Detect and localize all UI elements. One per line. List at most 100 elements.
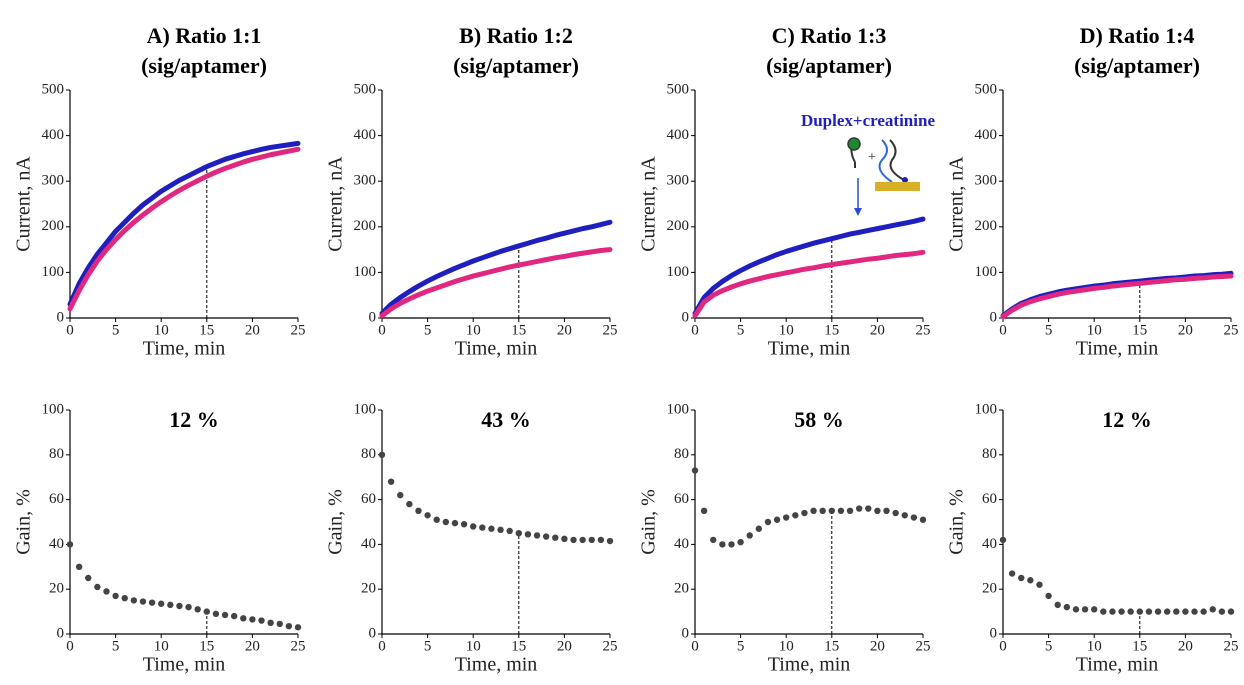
x-tick-label: 25 xyxy=(1224,322,1239,338)
x-tick-label: 25 xyxy=(603,638,618,654)
data-point xyxy=(746,532,753,539)
data-point xyxy=(203,608,210,615)
data-point xyxy=(470,523,477,530)
y-tick-label: 300 xyxy=(354,173,377,189)
data-point xyxy=(167,601,174,609)
y-tick-label: 20 xyxy=(674,581,689,597)
x-tick-label: 25 xyxy=(291,322,306,338)
data-point xyxy=(515,530,522,537)
panel-subtitle: (sig/aptamer) xyxy=(141,53,267,78)
series-line xyxy=(1000,273,1234,320)
data-point xyxy=(112,592,119,600)
y-axis-label: Current, nA xyxy=(325,156,347,252)
x-tick-label: 25 xyxy=(1224,638,1239,654)
series-line xyxy=(67,140,301,307)
data-point xyxy=(1218,608,1226,615)
y-tick-label: 300 xyxy=(42,173,65,189)
data-point xyxy=(1045,592,1052,600)
x-tick-label: 25 xyxy=(916,322,931,338)
duplex-icon: + xyxy=(847,137,920,216)
y-tick-label: 400 xyxy=(42,127,65,143)
data-point xyxy=(1163,608,1171,615)
x-axis-label: Time, min xyxy=(455,654,538,676)
data-point xyxy=(999,536,1007,544)
x-tick-label: 0 xyxy=(999,322,1007,338)
data-point xyxy=(221,611,229,619)
x-tick-label: 10 xyxy=(1087,322,1102,338)
data-point xyxy=(1008,570,1016,577)
y-tick-label: 200 xyxy=(975,218,998,234)
y-tick-label: 0 xyxy=(57,309,65,325)
series-line xyxy=(692,216,926,316)
data-point xyxy=(524,531,532,538)
data-point xyxy=(764,518,772,526)
series-line xyxy=(67,146,301,312)
y-axis-label: Current, nA xyxy=(638,156,660,252)
x-axis-label: Time, min xyxy=(143,338,226,360)
data-point xyxy=(451,519,459,527)
panel-subtitle: (sig/aptamer) xyxy=(453,53,579,78)
y-tick-label: 100 xyxy=(667,264,690,280)
data-point xyxy=(1227,608,1235,615)
x-tick-label: 0 xyxy=(66,638,74,654)
x-tick-label: 5 xyxy=(1045,322,1053,338)
y-tick-label: 0 xyxy=(990,625,998,641)
data-point xyxy=(158,600,165,607)
x-tick-label: 10 xyxy=(779,322,794,338)
data-point xyxy=(1145,608,1153,615)
y-tick-label: 100 xyxy=(975,401,998,417)
x-tick-label: 5 xyxy=(112,322,120,338)
x-tick-label: 0 xyxy=(691,322,699,338)
x-tick-label: 0 xyxy=(66,322,74,338)
data-point xyxy=(194,606,201,613)
y-tick-label: 60 xyxy=(674,491,689,507)
series-line xyxy=(379,219,613,316)
y-axis-label: Gain, % xyxy=(638,489,660,555)
y-tick-label: 20 xyxy=(982,581,997,597)
x-tick-label: 0 xyxy=(999,638,1007,654)
data-point xyxy=(506,527,513,535)
x-tick-label: 20 xyxy=(870,322,885,338)
data-point xyxy=(387,478,395,485)
x-tick-label: 15 xyxy=(1132,322,1147,338)
y-tick-label: 100 xyxy=(42,264,65,280)
data-point xyxy=(139,598,147,605)
y-tick-label: 0 xyxy=(369,625,377,641)
data-point xyxy=(103,588,110,595)
y-tick-label: 400 xyxy=(975,127,998,143)
data-point xyxy=(846,507,854,514)
y-tick-label: 100 xyxy=(42,401,65,417)
data-point xyxy=(1091,606,1098,613)
y-tick-label: 500 xyxy=(354,81,377,97)
y-tick-label: 200 xyxy=(42,218,65,234)
svg-text:+: + xyxy=(868,150,876,165)
data-point xyxy=(700,507,708,514)
data-point xyxy=(1118,608,1125,615)
data-point xyxy=(1027,577,1034,584)
annotation: Duplex+creatinine xyxy=(801,111,935,130)
data-point xyxy=(488,525,495,532)
data-point xyxy=(691,467,699,474)
panel-title: A) Ratio 1:1 xyxy=(147,23,262,48)
data-point xyxy=(755,525,763,532)
data-point xyxy=(240,615,247,622)
x-axis-label: Time, min xyxy=(1076,654,1159,676)
data-point xyxy=(130,597,138,604)
data-point xyxy=(865,505,872,512)
data-point xyxy=(1127,608,1134,615)
x-tick-label: 25 xyxy=(916,638,931,654)
y-axis-label: Gain, % xyxy=(13,489,35,555)
data-point xyxy=(597,536,605,544)
data-point xyxy=(1154,608,1162,615)
data-point xyxy=(801,509,808,517)
x-tick-label: 5 xyxy=(112,638,120,654)
y-axis-label: Current, nA xyxy=(946,156,968,252)
data-point xyxy=(66,541,74,548)
data-point xyxy=(606,537,614,545)
x-tick-label: 10 xyxy=(779,638,794,654)
y-tick-label: 100 xyxy=(667,401,690,417)
data-point xyxy=(542,533,550,540)
series-line xyxy=(692,249,926,319)
x-tick-label: 5 xyxy=(737,638,745,654)
data-point xyxy=(185,603,192,611)
